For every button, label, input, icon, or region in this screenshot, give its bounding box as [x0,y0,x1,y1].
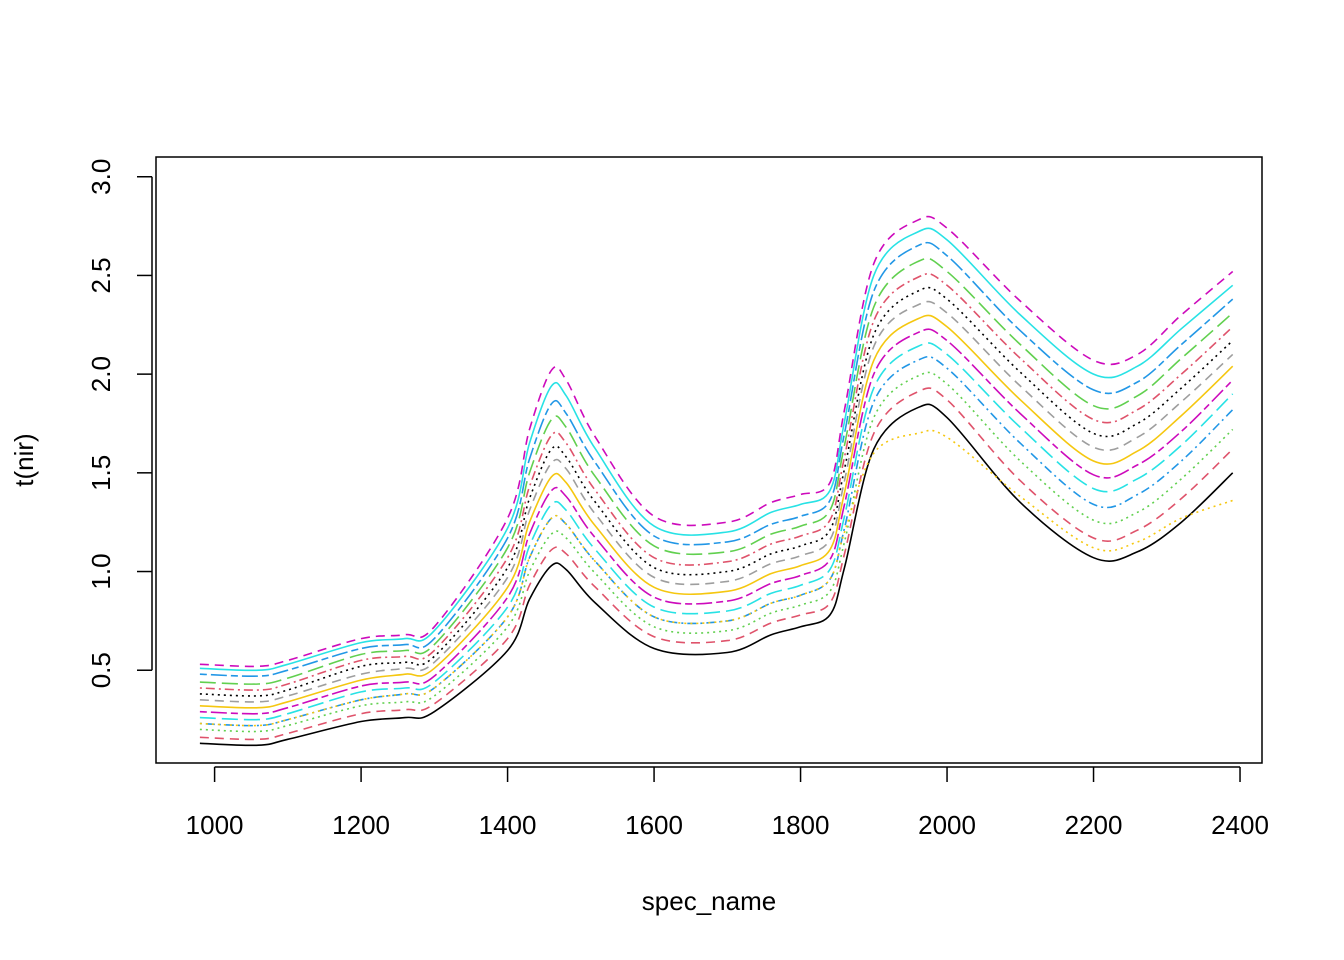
x-tick-label: 1800 [772,810,830,840]
series-line [199,286,1234,697]
x-tick-label: 2400 [1211,810,1269,840]
series-line [199,257,1234,685]
y-axis-title: t(nir) [9,433,39,486]
series-line [199,328,1234,715]
y-tick-label: 0.5 [86,652,116,688]
series-line [199,241,1234,678]
x-tick-label: 1600 [625,810,683,840]
y-tick-label: 3.0 [86,159,116,195]
x-tick-label: 2000 [918,810,976,840]
series-line [199,403,1234,747]
series-line [199,355,1234,727]
series-line [199,342,1234,721]
x-tick-label: 2200 [1065,810,1123,840]
x-tick-label: 1200 [332,810,390,840]
series-line [199,314,1234,709]
y-tick-label: 2.5 [86,257,116,293]
series-line [199,272,1234,691]
series-line [199,371,1234,733]
y-axis: 0.5 1.0 1.5 2.0 2.5 3.0 [86,159,153,688]
x-axis: 1000 1200 1400 1600 1800 2000 2200 2400 [186,766,1269,840]
y-tick-label: 1.0 [86,553,116,589]
y-tick-label: 2.0 [86,356,116,392]
plot-frame [155,156,1263,764]
x-tick-label: 1000 [186,810,244,840]
y-tick-label: 1.5 [86,455,116,491]
series-line [199,227,1234,672]
series-line [199,215,1234,668]
x-axis-title: spec_name [642,886,776,916]
series-line [199,429,1233,727]
x-tick-label: 1400 [479,810,537,840]
series-line [199,387,1234,741]
series-layer [199,215,1234,747]
series-line [199,300,1234,703]
